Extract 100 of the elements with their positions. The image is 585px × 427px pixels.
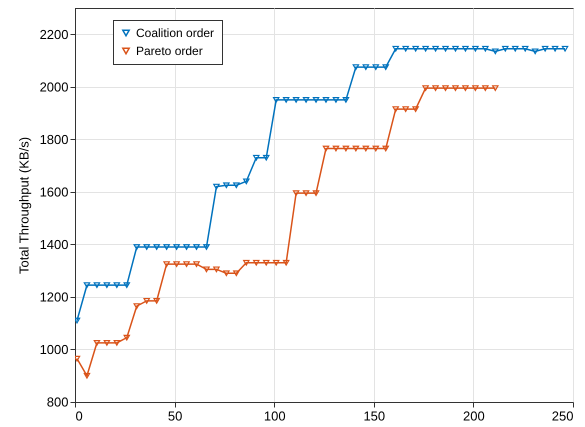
point	[104, 340, 110, 346]
point	[442, 46, 449, 52]
point	[392, 106, 399, 112]
point	[173, 244, 180, 250]
point	[562, 46, 568, 52]
point	[114, 340, 120, 346]
point	[302, 190, 310, 196]
point	[153, 244, 160, 250]
point	[332, 146, 340, 152]
point	[94, 282, 100, 288]
x-tick-label: 100	[264, 408, 286, 424]
point	[402, 46, 409, 52]
point	[472, 85, 479, 92]
point	[382, 146, 389, 152]
point	[233, 182, 240, 188]
y-tick-label: 1000	[40, 342, 68, 357]
point	[432, 46, 439, 52]
point	[422, 85, 429, 92]
point	[342, 97, 350, 103]
point	[272, 97, 280, 103]
point	[332, 97, 340, 103]
x-tick-label: 0	[76, 408, 83, 424]
point	[352, 64, 360, 70]
point	[302, 97, 310, 103]
point	[75, 356, 80, 362]
point	[462, 46, 469, 52]
point	[262, 154, 270, 161]
y-tick-label: 1400	[40, 236, 68, 252]
point	[203, 266, 210, 272]
point	[84, 372, 90, 379]
point	[124, 282, 130, 288]
point	[372, 146, 380, 152]
point	[253, 260, 260, 266]
y-tick-label: 1800	[40, 132, 68, 147]
point	[452, 46, 459, 52]
point	[362, 146, 370, 152]
point	[193, 261, 200, 267]
y-tick-label: 1200	[40, 289, 68, 304]
point	[532, 48, 538, 54]
point	[482, 85, 489, 92]
point	[134, 303, 140, 310]
point	[462, 85, 469, 92]
point	[114, 282, 120, 288]
point	[104, 282, 110, 288]
point	[512, 46, 518, 52]
point	[442, 85, 449, 92]
legend-label: Coalition order	[136, 26, 214, 40]
point	[124, 334, 130, 341]
point	[362, 64, 370, 70]
point	[472, 46, 479, 52]
point	[322, 146, 330, 152]
point	[392, 46, 399, 52]
y-tick-label: 2000	[40, 79, 68, 94]
x-tick-label: 150	[363, 408, 386, 424]
y-tick-label: 2200	[40, 26, 68, 42]
point	[84, 282, 90, 288]
point	[203, 244, 210, 250]
point	[492, 48, 499, 54]
point	[253, 154, 260, 161]
point	[482, 46, 489, 52]
point	[243, 178, 250, 184]
point	[143, 298, 150, 304]
legend-label: Pareto order	[136, 44, 203, 58]
point	[432, 85, 439, 92]
point	[372, 64, 380, 70]
point	[342, 146, 350, 152]
point	[402, 106, 409, 112]
point	[163, 244, 170, 250]
point	[163, 261, 170, 267]
point	[412, 46, 419, 52]
x-tick-label: 200	[463, 408, 485, 424]
point	[322, 97, 330, 103]
point	[422, 46, 429, 52]
point	[134, 244, 140, 250]
point	[292, 97, 300, 103]
point	[143, 244, 150, 250]
point	[452, 85, 459, 92]
point	[412, 106, 419, 112]
point	[492, 85, 499, 92]
point	[183, 244, 190, 250]
point	[502, 46, 509, 52]
point	[282, 97, 290, 103]
point	[352, 146, 360, 152]
x-tick-label: 50	[168, 408, 182, 424]
point	[312, 190, 320, 196]
point	[552, 46, 558, 52]
point	[262, 260, 270, 266]
point	[223, 270, 230, 276]
point	[542, 46, 548, 52]
y-tick-label: 1600	[40, 184, 68, 200]
point	[272, 260, 280, 266]
point	[213, 184, 220, 190]
y-tick-label: 800	[46, 394, 68, 410]
point	[183, 261, 190, 267]
point	[173, 261, 180, 267]
point	[243, 260, 250, 266]
point	[282, 260, 290, 266]
point	[312, 97, 320, 103]
point	[153, 298, 160, 304]
y-axis-title: Total Throughput (KB/s)	[16, 136, 32, 274]
